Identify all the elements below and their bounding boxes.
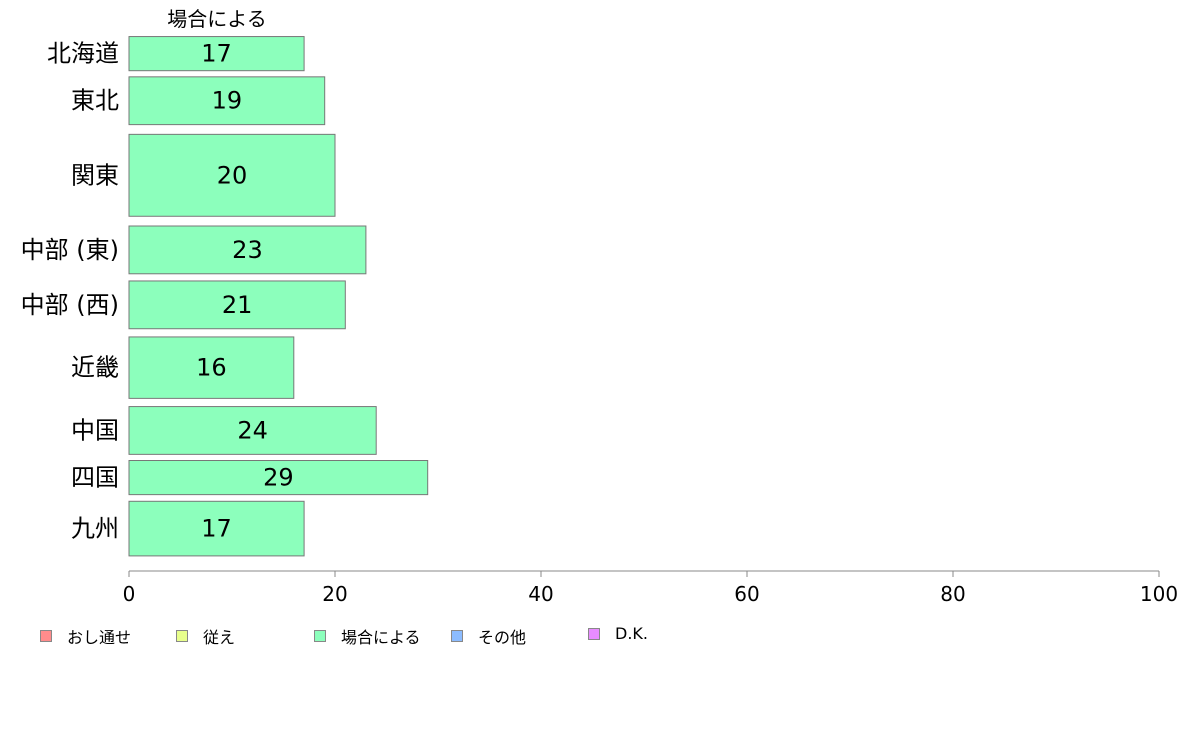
category-label: 近畿 [71, 354, 119, 382]
bar [128, 76, 326, 126]
x-tick-label: 0 [123, 582, 136, 606]
legend-swatch [588, 627, 600, 640]
x-tick-label: 80 [940, 582, 965, 606]
category-label: 中部 (東) [21, 236, 119, 264]
category-label: 四国 [71, 464, 119, 492]
legend-swatch [314, 630, 326, 642]
bar [128, 460, 429, 496]
legend-item-shitagae: 従え [176, 624, 235, 648]
x-tick-label: 20 [322, 582, 347, 606]
bar [128, 133, 336, 217]
category-label: 中部 (西) [21, 291, 119, 319]
legend-label: 場合による [341, 628, 421, 647]
category-label: 中国 [71, 416, 119, 444]
bar-value-label: 24 [237, 416, 268, 444]
legend-label: その他 [478, 628, 527, 647]
legend-item-dk: D.K. [588, 624, 648, 643]
bar [128, 280, 346, 330]
legend-swatch [176, 630, 188, 642]
legend-swatch [40, 630, 52, 642]
bar [128, 406, 377, 455]
series-title: 場合による [167, 7, 266, 31]
x-tick-label: 60 [734, 582, 759, 606]
legend-item-baai-ni-yoru: 場合による [314, 624, 421, 648]
legend-item-sonota: その他 [451, 624, 526, 648]
bar-value-label: 19 [212, 87, 243, 115]
x-tick-label: 100 [1140, 582, 1178, 606]
bar-value-label: 17 [201, 40, 232, 68]
category-label: 北海道 [47, 40, 119, 68]
bar [128, 500, 305, 557]
category-label: 関東 [71, 161, 119, 189]
bar-value-label: 20 [217, 161, 248, 189]
legend-label: D.K. [615, 624, 648, 643]
bar-value-label: 17 [201, 515, 232, 543]
category-label: 九州 [71, 515, 119, 543]
bar [128, 36, 305, 72]
x-tick-label: 40 [528, 582, 553, 606]
legend-label: 従え [203, 628, 236, 647]
bar-value-label: 29 [263, 464, 294, 492]
category-label: 東北 [71, 87, 119, 115]
bar-value-label: 21 [222, 291, 253, 319]
bar [128, 225, 367, 275]
legend-label: おし通せ [67, 628, 132, 647]
legend-item-oshitose: おし通せ [40, 624, 131, 648]
x-axis: 0 20 40 60 80 100 [123, 570, 1178, 606]
bar [128, 336, 295, 399]
legend-swatch [451, 630, 463, 642]
bars-group: 17 北海道 19 東北 20 関東 23 中部 (東) 21 中部 (西) 16 近畿 24 中国 29 四… [21, 36, 429, 557]
bar-value-label: 16 [196, 354, 227, 382]
bar-value-label: 23 [232, 236, 263, 264]
